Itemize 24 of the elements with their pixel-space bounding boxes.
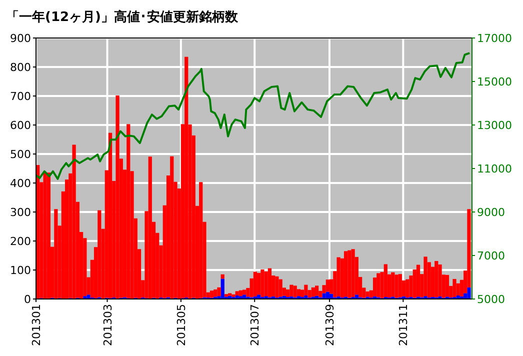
y-tick-label: 900 bbox=[10, 32, 31, 45]
y2-tick-label: 5000 bbox=[477, 293, 505, 306]
x-tick-label: 201309 bbox=[323, 304, 336, 346]
y2-tick-label: 13000 bbox=[477, 119, 512, 132]
y2-tick-label: 15000 bbox=[477, 76, 512, 88]
y-tick-label: 300 bbox=[10, 206, 31, 219]
y-tick-label: 100 bbox=[10, 264, 31, 277]
chart-title: 「一年(12ヶ月)」高値･安値更新銘柄数 bbox=[6, 9, 239, 25]
y-tick-label: 500 bbox=[10, 148, 31, 161]
y-tick-label: 600 bbox=[10, 119, 31, 132]
x-tick-label: 201307 bbox=[248, 304, 262, 346]
x-tick-label: 201301 bbox=[30, 304, 43, 346]
y-tick-label: 200 bbox=[10, 235, 31, 248]
x-tick-label: 201303 bbox=[101, 304, 114, 346]
y-tick-label: 0 bbox=[24, 293, 31, 306]
y2-tick-label: 9000 bbox=[477, 206, 505, 219]
y-tick-label: 400 bbox=[10, 177, 31, 190]
y2-tick-label: 11000 bbox=[477, 162, 512, 176]
y-tick-label: 800 bbox=[10, 61, 31, 74]
y2-tick-label: 17000 bbox=[477, 32, 512, 45]
y2-tick-label: 7000 bbox=[477, 250, 505, 262]
x-tick-label: 201311 bbox=[397, 304, 410, 346]
x-tick-label: 201305 bbox=[174, 304, 188, 346]
y-tick-label: 700 bbox=[10, 90, 31, 103]
